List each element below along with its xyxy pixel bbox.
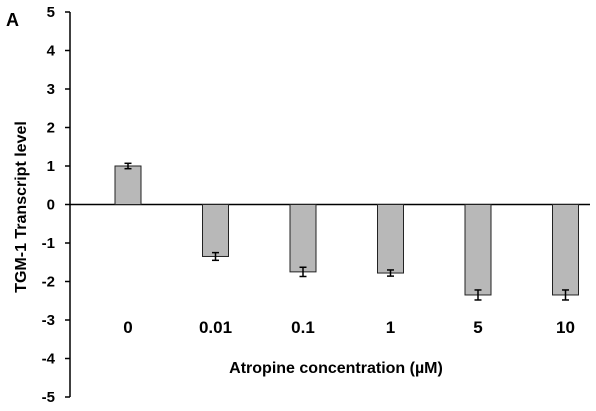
bar [552, 204, 579, 296]
x-tick-label: 0 [123, 318, 132, 337]
y-tick-label: 1 [47, 158, 55, 175]
y-tick-label: -1 [42, 235, 55, 252]
error-bar [299, 266, 307, 278]
x-axis-label: Atropine concentration (µM) [229, 360, 443, 377]
y-tick-label: -5 [42, 389, 55, 406]
y-tick-label: 0 [47, 197, 55, 214]
y-axis-label: TGM-1 Transcript level [13, 121, 30, 293]
bars [114, 162, 579, 301]
x-tick-label: 0.1 [291, 318, 315, 337]
y-axis-ticks: -5 -4 -3 -2 -1 0 1 2 3 4 5 [42, 4, 70, 406]
error-bar [124, 162, 132, 170]
y-tick-label: -2 [42, 274, 55, 291]
bar [202, 204, 229, 257]
category-labels: 0 0.01 0.1 1 5 10 [123, 318, 575, 337]
error-bar [562, 289, 569, 301]
y-tick-label: 4 [47, 43, 56, 60]
x-tick-label: 10 [556, 318, 575, 337]
x-tick-label: 0.01 [199, 318, 232, 337]
y-tick-label: 2 [47, 120, 55, 137]
bar [289, 204, 317, 273]
y-tick-label: -4 [42, 351, 56, 368]
y-tick-label: 3 [47, 81, 55, 98]
bar [464, 204, 492, 296]
bar [377, 204, 404, 274]
bar [114, 165, 142, 205]
y-tick-label: 5 [47, 4, 55, 21]
y-tick-label: -3 [42, 312, 55, 329]
error-bar [387, 269, 394, 277]
panel-label: A [6, 10, 19, 30]
error-bar [474, 289, 482, 301]
x-tick-label: 1 [386, 318, 395, 337]
error-bar [212, 251, 219, 262]
x-tick-label: 5 [473, 318, 482, 337]
